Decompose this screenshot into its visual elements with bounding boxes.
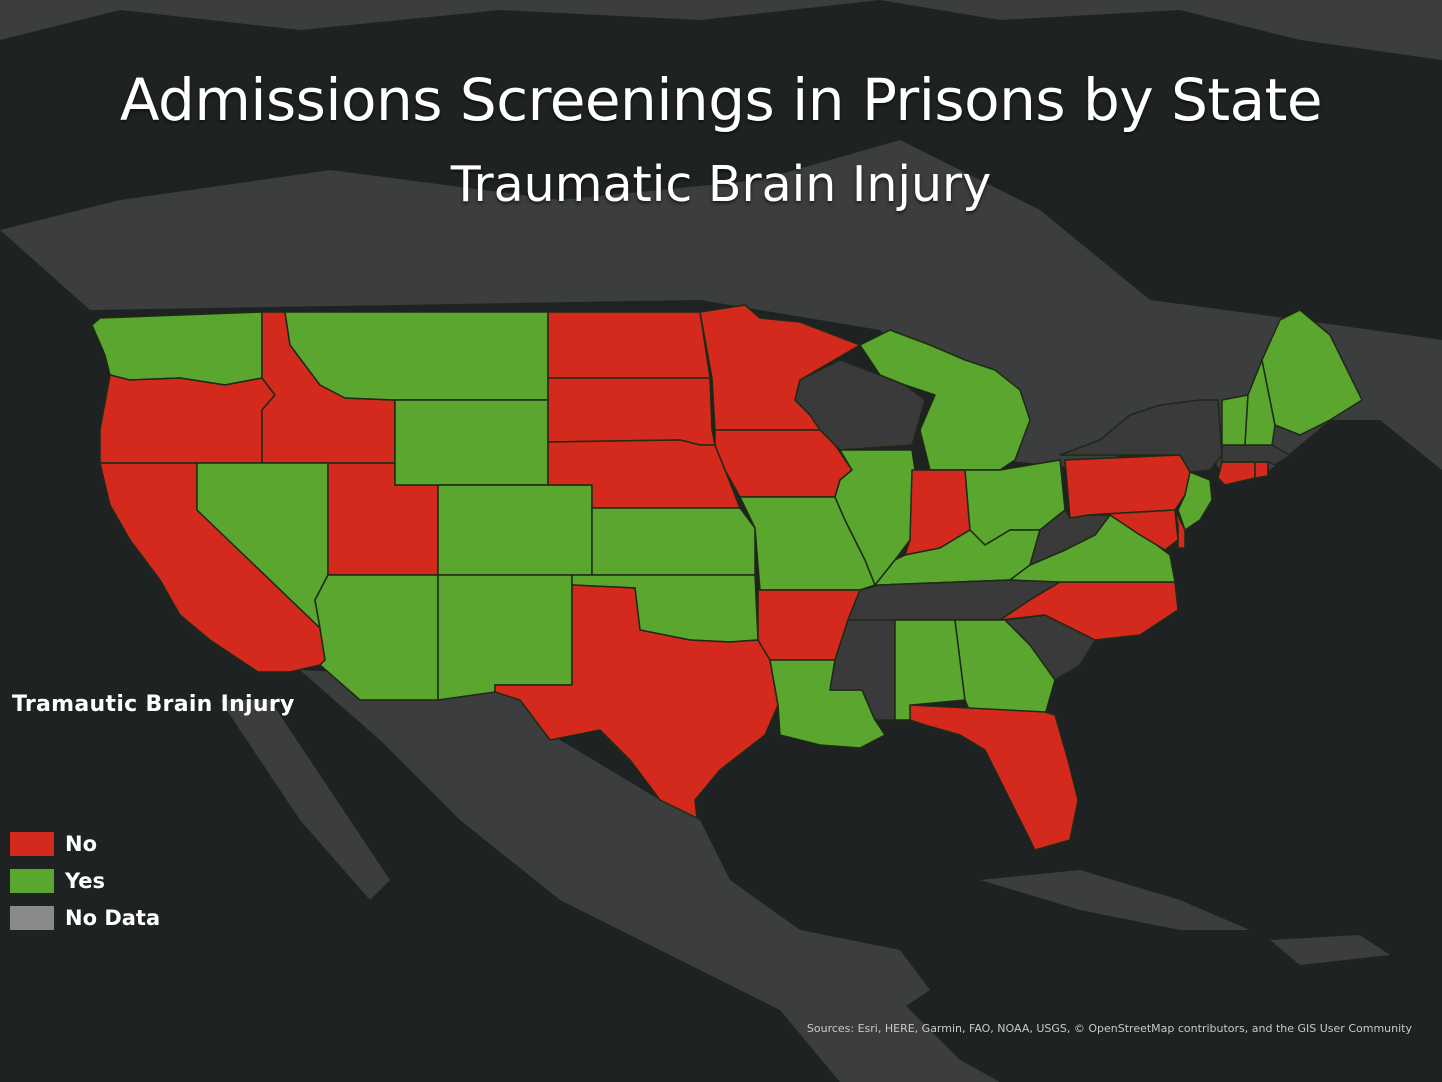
state-connecticut[interactable]: [1217, 461, 1256, 486]
north-landmass: [0, 0, 1442, 60]
state-south-dakota[interactable]: [547, 377, 716, 446]
state-montana[interactable]: [284, 311, 549, 401]
state-pennsylvania[interactable]: [1064, 454, 1191, 519]
red-swatch: [10, 831, 54, 856]
map-attribution: Sources: Esri, HERE, Garmin, FAO, NOAA, …: [806, 1022, 1412, 1035]
state-kansas[interactable]: [591, 507, 756, 576]
legend-label-no: No: [65, 831, 98, 856]
state-delaware[interactable]: [1174, 509, 1186, 549]
state-florida[interactable]: [909, 704, 1079, 851]
map-subtitle: Traumatic Brain Injury: [450, 156, 992, 213]
state-new-york[interactable]: [1059, 399, 1223, 473]
state-north-carolina[interactable]: [999, 581, 1179, 641]
state-wisconsin[interactable]: [794, 359, 926, 451]
state-texas[interactable]: [494, 584, 779, 819]
state-michigan[interactable]: [859, 329, 1031, 471]
central-america-landmass: [780, 1000, 1000, 1082]
us-states[interactable]: [91, 304, 1363, 851]
state-oregon[interactable]: [99, 374, 276, 464]
legend-item-no: No: [10, 825, 350, 862]
baja-landmass: [220, 700, 390, 900]
state-illinois[interactable]: [834, 449, 916, 586]
map-title: Admissions Screenings in Prisons by Stat…: [119, 66, 1323, 134]
gray-swatch: [10, 905, 54, 930]
state-new-mexico[interactable]: [437, 574, 573, 701]
state-arizona[interactable]: [314, 574, 439, 701]
state-vermont[interactable]: [1221, 394, 1249, 446]
canada-landmass: [0, 140, 1442, 470]
state-nebraska[interactable]: [547, 439, 741, 509]
state-wyoming[interactable]: [394, 399, 549, 486]
legend-item-no-data: No Data: [10, 899, 350, 936]
mexico-landmass: [300, 670, 930, 1030]
legend-label-yes: Yes: [65, 868, 106, 893]
legend: Tramautic Brain Injury No Yes No Data: [10, 692, 350, 936]
legend-label-no-data: No Data: [65, 905, 161, 930]
state-north-dakota[interactable]: [547, 311, 711, 379]
state-new-hampshire[interactable]: [1244, 359, 1276, 446]
state-rhode-island[interactable]: [1254, 461, 1269, 479]
green-swatch: [10, 868, 54, 893]
cuba-landmass: [980, 870, 1250, 930]
state-alabama[interactable]: [894, 619, 966, 721]
state-colorado[interactable]: [437, 484, 593, 576]
state-maine[interactable]: [1261, 309, 1363, 436]
hispaniola-landmass: [1270, 935, 1390, 965]
legend-item-yes: Yes: [10, 862, 350, 899]
state-washington[interactable]: [91, 311, 263, 386]
legend-title: Tramautic Brain Injury: [12, 692, 295, 717]
state-new-jersey[interactable]: [1177, 471, 1213, 531]
